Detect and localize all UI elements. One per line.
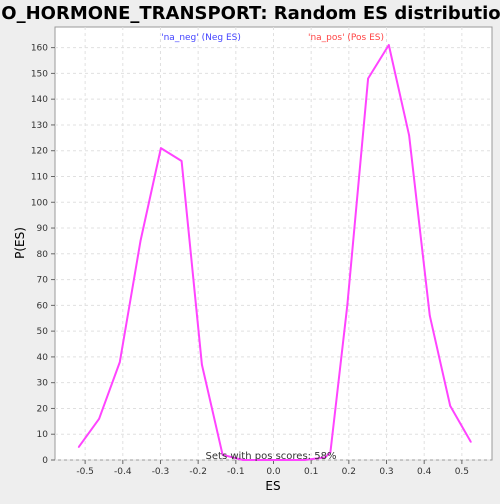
data-point [449, 405, 451, 407]
y-tick-label: 10 [37, 430, 49, 440]
y-tick-label: 60 [37, 301, 49, 311]
x-tick-label: 0.2 [342, 467, 356, 477]
y-tick-label: 90 [37, 224, 49, 234]
x-tick-label: -0.1 [227, 467, 245, 477]
data-point [262, 459, 265, 461]
data-point [98, 417, 100, 420]
y-tick-label: 150 [31, 69, 48, 79]
data-point [221, 454, 224, 456]
x-tick-label: -0.4 [114, 467, 132, 477]
x-tick-label: -0.2 [189, 467, 207, 477]
data-point [470, 441, 472, 443]
x-tick-label: 0.5 [455, 467, 469, 477]
y-tick-label: 110 [31, 172, 48, 182]
annotation-pos-scores: Sets with pos scores: 58% [206, 451, 337, 462]
y-tick-label: 120 [31, 147, 48, 157]
y-tick-label: 140 [31, 95, 48, 105]
y-tick-label: 130 [31, 121, 48, 131]
axes-layer: -0.5 -0.4 -0.3 -0.2 -0.1 0.0 0.1 0.2 0.3 0.4 0.5 0 1… [31, 44, 469, 477]
data-point [324, 456, 326, 459]
data-point [201, 363, 203, 366]
data-point [77, 446, 80, 448]
data-point [303, 459, 306, 461]
y-tick-label: 30 [37, 379, 49, 389]
y-tick-label: 20 [37, 404, 49, 414]
data-point [346, 304, 349, 307]
data-point [329, 451, 332, 454]
grid-layer [55, 27, 492, 461]
x-tick-label: -0.3 [152, 467, 170, 477]
data-point [139, 240, 142, 242]
annotation-layer: 'na_neg' (Neg ES) 'na_pos' (Pos ES) Sets w… [161, 33, 384, 462]
data-point [242, 459, 244, 461]
y-tick-label: 40 [37, 353, 49, 363]
y-tick-label: 160 [31, 44, 48, 54]
x-axis-label: ES [265, 479, 280, 493]
series-layer [77, 44, 472, 461]
data-point [387, 44, 390, 46]
data-point [160, 147, 162, 149]
data-point [118, 361, 121, 363]
x-tick-label: 0.0 [266, 467, 281, 477]
annotation-neg-es: 'na_neg' (Neg ES) [161, 33, 241, 43]
y-tick-label: 50 [37, 327, 49, 337]
annotation-pos-es: 'na_pos' (Pos ES) [308, 33, 384, 43]
x-tick-label: 0.3 [379, 467, 393, 477]
y-tick-label: 0 [42, 456, 48, 466]
data-point [283, 459, 285, 461]
data-point [180, 160, 183, 162]
x-tick-label: -0.5 [76, 467, 94, 477]
data-point [367, 77, 369, 80]
y-tick-label: 70 [37, 276, 49, 286]
data-point [408, 134, 410, 137]
y-tick-label: 100 [31, 198, 48, 208]
x-tick-label: 0.1 [304, 467, 318, 477]
chart-title: GO_HORMONE_TRANSPORT: Random ES distribu… [0, 3, 500, 24]
y-tick-label: 80 [37, 250, 49, 260]
y-axis-label: P(ES) [13, 227, 27, 259]
data-point [429, 314, 431, 317]
x-tick-label: 0.4 [417, 467, 432, 477]
